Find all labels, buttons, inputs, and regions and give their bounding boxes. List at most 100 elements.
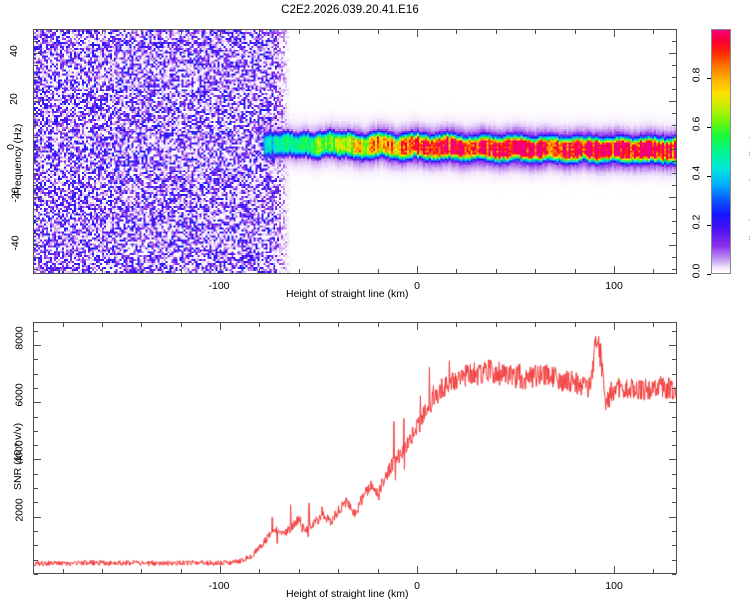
axis-tick <box>102 569 103 573</box>
axis-tick <box>259 30 260 34</box>
axis-tick <box>672 374 676 375</box>
axis-tick <box>259 269 260 273</box>
axis-tick <box>259 569 260 573</box>
axis-tick <box>34 531 38 532</box>
axis-tick <box>672 137 676 138</box>
snr-canvas <box>34 323 676 573</box>
axis-tick <box>672 431 676 432</box>
axis-tick <box>34 445 38 446</box>
colorbar <box>711 29 731 274</box>
axis-tick <box>34 331 38 332</box>
axis-tick <box>456 30 457 34</box>
axis-tick <box>34 113 38 114</box>
axis-tick <box>220 30 221 37</box>
spectrogram-x-tick-label: -100 <box>208 280 230 292</box>
axis-tick <box>672 173 676 174</box>
axis-tick <box>669 53 676 54</box>
axis-tick <box>456 269 457 273</box>
axis-tick <box>669 245 676 246</box>
axis-tick <box>34 502 38 503</box>
colorbar-tick-label: 0.4 <box>690 165 703 181</box>
axis-tick <box>672 531 676 532</box>
axis-tick <box>672 488 676 489</box>
spectrogram-y-tick-label: -40 <box>9 235 22 251</box>
axis-tick <box>672 269 676 270</box>
page-title: C2E2.2026.039.20.41.E16 <box>281 4 419 16</box>
axis-tick <box>669 101 676 102</box>
axis-tick <box>672 161 676 162</box>
axis-tick <box>102 323 103 327</box>
axis-tick <box>34 209 38 210</box>
axis-tick <box>496 269 497 273</box>
axis-tick <box>63 569 64 573</box>
axis-tick <box>34 65 38 66</box>
snr-x-tick-label: 0 <box>414 580 420 592</box>
axis-tick <box>614 266 615 273</box>
axis-tick <box>181 269 182 273</box>
axis-tick <box>102 269 103 273</box>
axis-tick <box>34 374 38 375</box>
axis-tick <box>34 545 38 546</box>
axis-tick <box>34 77 38 78</box>
axis-tick <box>338 30 339 34</box>
axis-tick <box>575 323 576 327</box>
spectrogram-image <box>34 30 676 273</box>
axis-tick <box>669 459 676 460</box>
axis-tick <box>141 569 142 573</box>
axis-tick <box>34 29 38 30</box>
axis-tick <box>299 323 300 327</box>
axis-tick <box>535 30 536 34</box>
spectrogram-y-tick-label: 40 <box>7 45 20 57</box>
axis-tick <box>34 173 38 174</box>
axis-tick <box>34 197 41 198</box>
axis-tick <box>614 566 615 573</box>
axis-tick <box>34 402 41 403</box>
axis-tick <box>669 402 676 403</box>
spectrogram-y-tick-label: 20 <box>7 93 20 105</box>
axis-tick <box>535 269 536 273</box>
axis-tick <box>34 161 38 162</box>
colorbar-tick <box>707 225 711 226</box>
axis-tick <box>34 359 38 360</box>
axis-tick <box>34 101 41 102</box>
axis-tick <box>141 269 142 273</box>
axis-tick <box>535 323 536 327</box>
snr-x-axis-title: Height of straight line (km) <box>286 588 409 600</box>
snr-y-tick-label: 8000 <box>13 326 26 350</box>
axis-tick <box>34 125 38 126</box>
axis-tick <box>672 560 676 561</box>
axis-tick <box>535 569 536 573</box>
axis-tick <box>653 323 654 327</box>
axis-tick <box>575 269 576 273</box>
axis-tick <box>614 323 615 330</box>
axis-tick <box>669 517 676 518</box>
axis-tick <box>181 323 182 327</box>
axis-tick <box>672 41 676 42</box>
axis-tick <box>672 233 676 234</box>
axis-tick <box>34 245 41 246</box>
axis-tick <box>672 331 676 332</box>
axis-tick <box>378 30 379 34</box>
axis-tick <box>102 30 103 34</box>
axis-tick <box>672 113 676 114</box>
spectrogram-plot-area <box>33 29 677 274</box>
colorbar-tick-label: 0.2 <box>690 214 703 230</box>
axis-tick <box>220 566 221 573</box>
axis-tick <box>34 574 38 575</box>
axis-tick <box>220 323 221 330</box>
axis-tick <box>34 517 41 518</box>
axis-tick <box>653 30 654 34</box>
axis-tick <box>672 29 676 30</box>
axis-tick <box>417 30 418 37</box>
axis-tick <box>141 323 142 327</box>
axis-tick <box>338 569 339 573</box>
axis-tick <box>34 89 38 90</box>
spectrogram-x-axis-title: Height of straight line (km) <box>286 288 409 300</box>
axis-tick <box>496 30 497 34</box>
axis-tick <box>63 30 64 34</box>
axis-tick <box>34 41 38 42</box>
snr-y-tick-label: 2000 <box>13 498 26 522</box>
axis-tick <box>220 266 221 273</box>
axis-tick <box>672 388 676 389</box>
